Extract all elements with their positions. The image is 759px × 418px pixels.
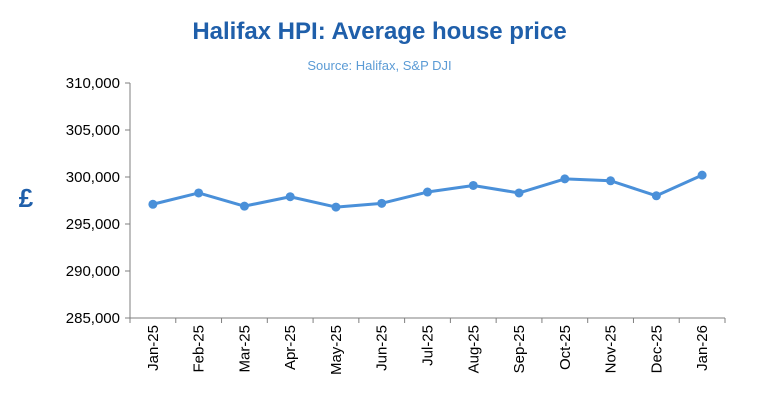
chart-subtitle: Source: Halifax, S&P DJI <box>307 58 452 73</box>
y-tick-label: 285,000 <box>66 310 120 327</box>
data-point <box>194 188 204 198</box>
data-point <box>285 192 295 202</box>
y-tick-label: 290,000 <box>66 263 120 280</box>
data-point <box>239 201 249 211</box>
x-tick-label: Feb-25 <box>191 325 208 373</box>
data-point <box>331 202 341 212</box>
data-point <box>606 176 616 186</box>
y-tick-label: 295,000 <box>66 216 120 233</box>
x-tick-label: Mar-25 <box>236 325 253 373</box>
data-point <box>468 180 478 190</box>
x-tick-label: Jan-25 <box>145 325 162 371</box>
x-tick-label: Jan-26 <box>694 325 711 371</box>
y-tick-label: 300,000 <box>66 169 120 186</box>
y-axis-label: £ <box>19 183 34 213</box>
data-point <box>560 174 570 184</box>
x-tick-label: Aug-25 <box>465 325 482 373</box>
x-tick-label: Sep-25 <box>511 325 528 373</box>
x-tick-label: Dec-25 <box>648 325 665 373</box>
data-point <box>148 199 158 209</box>
data-point <box>377 198 387 208</box>
data-point <box>651 191 661 201</box>
data-point <box>697 170 707 180</box>
data-point <box>514 188 524 198</box>
x-tick-label: Oct-25 <box>557 325 574 370</box>
x-tick-label: Jul-25 <box>420 325 437 366</box>
y-tick-label: 305,000 <box>66 122 120 139</box>
x-tick-label: Nov-25 <box>603 325 620 373</box>
x-tick-label: Apr-25 <box>282 325 299 370</box>
data-point <box>423 187 432 197</box>
x-tick-label: Jun-25 <box>374 325 391 371</box>
chart-title: Halifax HPI: Average house price <box>192 18 567 45</box>
x-tick-label: May-25 <box>328 325 345 375</box>
y-tick-label: 310,000 <box>66 75 120 92</box>
